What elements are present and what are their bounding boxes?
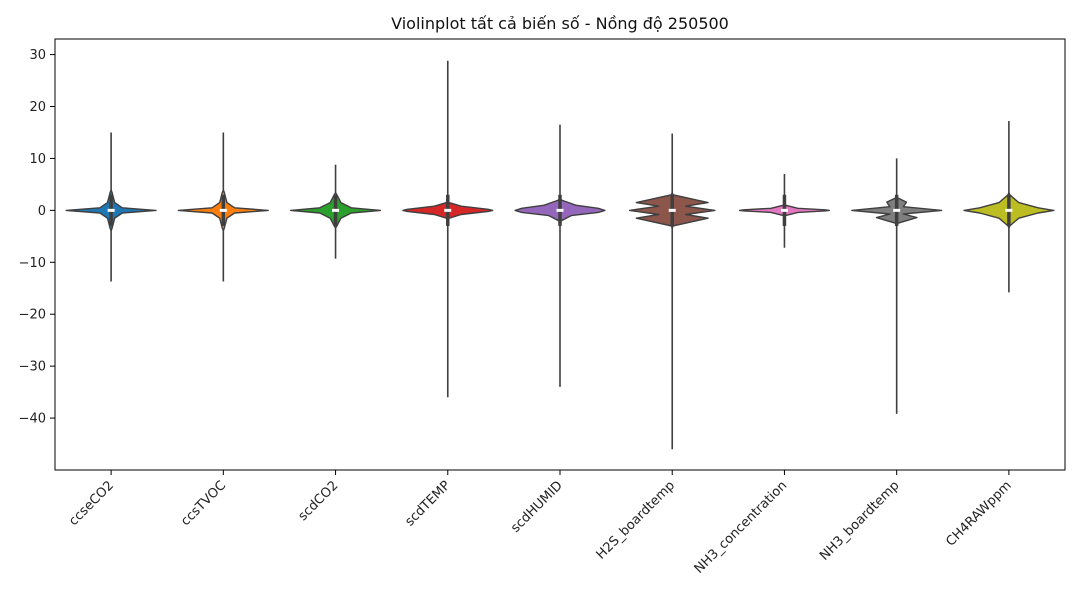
x-tick-label: CH4RAWppm [943, 478, 1014, 549]
x-tick-label: ccsTVOC [178, 478, 229, 529]
x-tick-label: ccseCO2 [66, 478, 117, 529]
violin-NH3_concentration [738, 174, 830, 248]
chart-title: Violinplot tất cả biến số - Nồng độ 2505… [391, 14, 729, 33]
y-tick-label: −40 [19, 412, 46, 427]
violin-median [219, 208, 227, 212]
violin-NH3_boardtemp [851, 158, 943, 414]
violin-median [332, 208, 340, 212]
violin-scdCO2 [290, 164, 382, 259]
violin-median [444, 208, 452, 212]
violin-ccsTVOC [177, 132, 269, 282]
y-tick-label: −30 [19, 360, 46, 375]
x-axis: ccseCO2 ccsTVOC scdCO2 scdTEMP scdHUMID H2S_b… [66, 470, 1015, 577]
violin-median [668, 208, 676, 212]
violin-median [107, 208, 115, 212]
plot-frame [54, 38, 1066, 471]
x-tick-label: scdCO2 [296, 478, 342, 524]
violin-median [1005, 208, 1013, 212]
violin-group [65, 60, 1055, 450]
y-axis: 30 20 10 0 −10 −20 −30 −40 [19, 48, 55, 427]
violin-ccseCO2 [65, 132, 157, 282]
violin-median [893, 208, 901, 212]
x-tick-label: H2S_boardtemp [594, 478, 678, 562]
violin-H2S_boardtemp [628, 133, 716, 450]
x-tick-label: NH3_boardtemp [817, 478, 902, 563]
x-tick-label: scdHUMID [508, 478, 566, 536]
y-tick-label: −10 [19, 256, 46, 271]
y-tick-label: 30 [29, 48, 46, 63]
y-tick-label: 20 [29, 100, 46, 115]
y-tick-label: 10 [29, 152, 46, 167]
y-tick-label: −20 [19, 308, 46, 323]
violin-median [780, 208, 788, 212]
violin-CH4RAWppm [963, 121, 1055, 293]
violin-median [556, 208, 564, 212]
violin-scdTEMP [402, 60, 494, 398]
x-tick-label: NH3_concentration [692, 478, 791, 577]
violin-scdHUMID [514, 124, 606, 387]
x-tick-label: scdTEMP [402, 478, 453, 529]
y-tick-label: 0 [38, 204, 46, 219]
